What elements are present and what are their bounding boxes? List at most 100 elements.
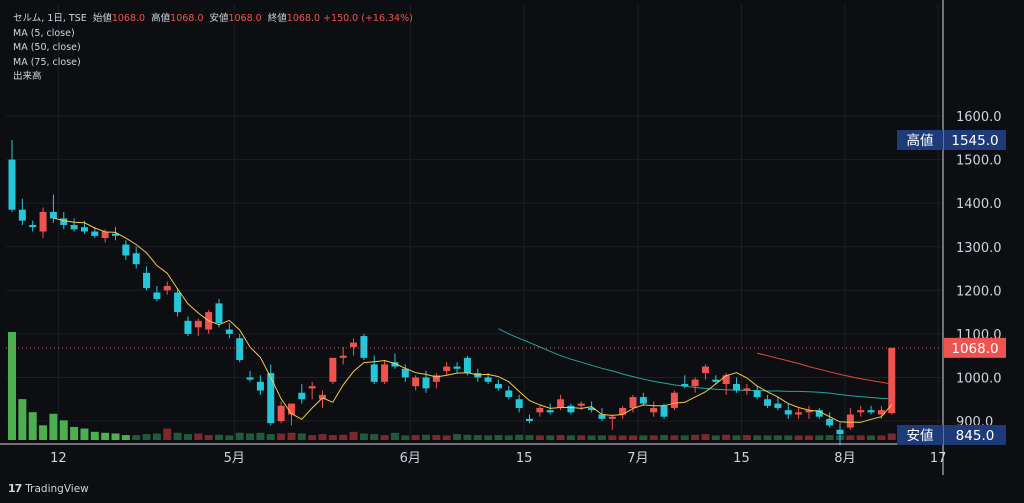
candle-body[interactable] (287, 403, 295, 415)
candle-body[interactable] (49, 211, 57, 219)
candle-body[interactable] (412, 377, 420, 387)
candle-body[interactable] (215, 303, 223, 323)
candle-body[interactable] (846, 414, 854, 428)
candle-body[interactable] (619, 407, 627, 415)
candle-body[interactable] (753, 390, 761, 398)
candle-body[interactable] (29, 224, 37, 228)
candle-body[interactable] (91, 231, 99, 236)
candle-body[interactable] (701, 366, 709, 374)
candle-body[interactable] (733, 384, 740, 391)
candle-body[interactable] (805, 410, 813, 413)
candle-body[interactable] (857, 410, 865, 413)
candle-body[interactable] (691, 379, 699, 387)
candle-body[interactable] (298, 392, 306, 400)
candle-body[interactable] (639, 397, 647, 404)
candle-body[interactable] (122, 244, 130, 256)
volume-bar (618, 435, 627, 440)
candle-body[interactable] (650, 407, 658, 413)
candle-body[interactable] (308, 386, 316, 389)
candle-body[interactable] (432, 375, 440, 382)
candle-body[interactable] (712, 379, 720, 382)
candle-body[interactable] (681, 384, 689, 387)
candle-body[interactable] (225, 329, 233, 334)
candle-body[interactable] (670, 392, 678, 408)
candle-body[interactable] (515, 399, 523, 408)
candle-body[interactable] (443, 366, 451, 371)
close-label: 終値 (267, 13, 287, 24)
ma50-legend[interactable]: MA (50, close) (13, 42, 81, 53)
candle-body[interactable] (18, 209, 26, 221)
candle-body[interactable] (784, 410, 792, 415)
candle-body[interactable] (629, 397, 637, 408)
candle-body[interactable] (577, 403, 585, 406)
candle-body[interactable] (608, 416, 616, 419)
volume-bar (359, 433, 368, 440)
candle-body[interactable] (774, 403, 782, 408)
volume-bar (380, 435, 389, 440)
candle-body[interactable] (422, 377, 430, 389)
ma5-legend[interactable]: MA (5, close) (13, 27, 75, 39)
volume-bar (753, 435, 762, 440)
candle-body[interactable] (567, 405, 575, 413)
candle-body[interactable] (836, 429, 844, 435)
candle-body[interactable] (877, 410, 885, 415)
candle-body[interactable] (256, 381, 264, 391)
volume-bar (525, 435, 534, 440)
candle-body[interactable] (463, 357, 471, 374)
candle-body[interactable] (101, 231, 109, 239)
candle-body[interactable] (795, 412, 803, 415)
candle-body[interactable] (598, 414, 606, 419)
candle-body[interactable] (494, 384, 502, 389)
candle-body[interactable] (867, 410, 875, 413)
candle-body[interactable] (764, 399, 772, 406)
candle-body[interactable] (826, 418, 834, 426)
candle-body[interactable] (80, 227, 88, 232)
candle-body[interactable] (194, 320, 202, 328)
candle-body[interactable] (588, 407, 596, 411)
candle-body[interactable] (453, 366, 461, 369)
candle-body[interactable] (153, 292, 161, 300)
candle-body[interactable] (39, 211, 47, 232)
candle-body[interactable] (505, 390, 513, 398)
candle-body[interactable] (112, 233, 119, 236)
candle-body[interactable] (184, 320, 192, 334)
candle-body[interactable] (370, 364, 378, 382)
candle-body[interactable] (546, 410, 554, 413)
candle-body[interactable] (484, 377, 492, 382)
candle-body[interactable] (163, 285, 171, 291)
candle-body[interactable] (339, 355, 347, 358)
candle-body[interactable] (360, 336, 368, 358)
candle-body[interactable] (132, 253, 140, 265)
candle-body[interactable] (743, 388, 751, 391)
volume-legend[interactable]: 出来高 (13, 71, 42, 82)
candle-body[interactable] (246, 377, 254, 380)
candle-body[interactable] (888, 347, 896, 414)
x-tick-label: 12 (50, 451, 67, 466)
candle-body[interactable] (660, 405, 668, 417)
candle-body[interactable] (329, 357, 337, 382)
candle-body[interactable] (319, 394, 326, 400)
candle-body[interactable] (391, 362, 399, 367)
candle-body[interactable] (722, 375, 730, 384)
candle-body[interactable] (60, 218, 68, 225)
candle-body[interactable] (526, 418, 533, 422)
candle-body[interactable] (267, 373, 275, 424)
candle-body[interactable] (277, 405, 285, 422)
candle-body[interactable] (236, 338, 244, 361)
volume-bar (277, 433, 286, 440)
candle-body[interactable] (350, 342, 358, 347)
tradingview-logo[interactable]: 17 TradingView (8, 482, 89, 495)
candle-body[interactable] (8, 159, 16, 210)
candle-body[interactable] (815, 410, 823, 417)
candle-body[interactable] (401, 368, 409, 378)
volume-bar (152, 433, 161, 440)
candle-body[interactable] (557, 399, 565, 408)
candle-body[interactable] (70, 224, 78, 230)
ma75-legend[interactable]: MA (75, close) (13, 56, 81, 68)
candle-body[interactable] (143, 272, 151, 289)
volume-bar (484, 435, 493, 440)
candle-body[interactable] (174, 292, 182, 313)
candle-body[interactable] (381, 364, 389, 382)
candle-body[interactable] (536, 407, 544, 413)
